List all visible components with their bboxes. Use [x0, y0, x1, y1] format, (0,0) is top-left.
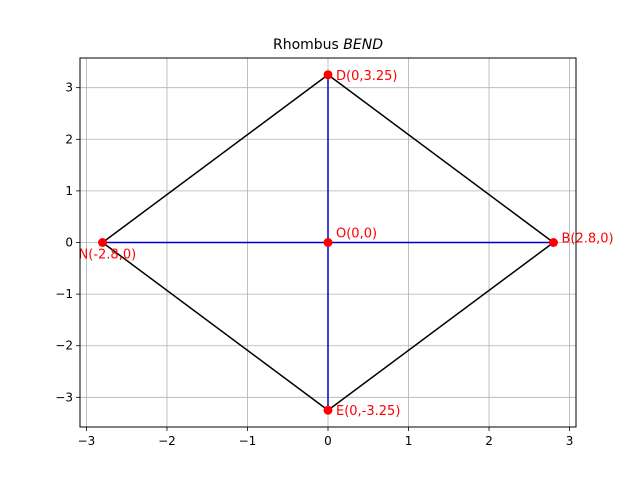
point-layer	[98, 70, 558, 415]
y-tick-label: 2	[65, 132, 73, 146]
tick-layer: −3 −2 −1 0 1 2 3 −3 −2 −1 0 1 2 3	[55, 81, 573, 448]
y-tick-label: 0	[65, 236, 73, 250]
title-italic: BEND	[343, 37, 383, 53]
point-D	[323, 70, 333, 80]
y-tick-label: −1	[55, 287, 73, 301]
y-tick-label: −2	[55, 339, 73, 353]
title-main: Rhombus	[273, 37, 343, 53]
side-BE	[327, 241, 554, 411]
x-tick-label: −1	[239, 434, 257, 448]
label-layer: B(2.8,0) E(0,-3.25) N(-2.8,0) D(0,3.25) O(0,…	[79, 69, 614, 419]
x-tick-label: −3	[78, 434, 96, 448]
y-tick-label: 3	[65, 81, 73, 95]
point-E	[323, 405, 333, 415]
chart-title: Rhombus BEND	[273, 37, 383, 53]
x-tick-label: 2	[485, 434, 493, 448]
point-N	[98, 238, 108, 247]
side-EN	[102, 241, 329, 411]
point-label-E: E(0,-3.25)	[336, 404, 400, 419]
x-tick-label: 1	[405, 434, 413, 448]
x-tick-label: −2	[158, 434, 176, 448]
point-label-N: N(-2.8,0)	[79, 248, 137, 263]
side-ND	[102, 74, 329, 244]
y-tick-label: 1	[65, 184, 73, 198]
x-tick-label: 0	[324, 434, 332, 448]
point-B	[548, 238, 558, 247]
y-tick-label: −3	[55, 390, 73, 404]
point-label-B: B(2.8,0)	[561, 232, 613, 247]
point-label-O: O(0,0)	[336, 227, 377, 242]
x-tick-label: 3	[566, 434, 574, 448]
point-label-D: D(0,3.25)	[336, 69, 398, 84]
side-DB	[327, 74, 554, 244]
point-O	[323, 238, 333, 247]
